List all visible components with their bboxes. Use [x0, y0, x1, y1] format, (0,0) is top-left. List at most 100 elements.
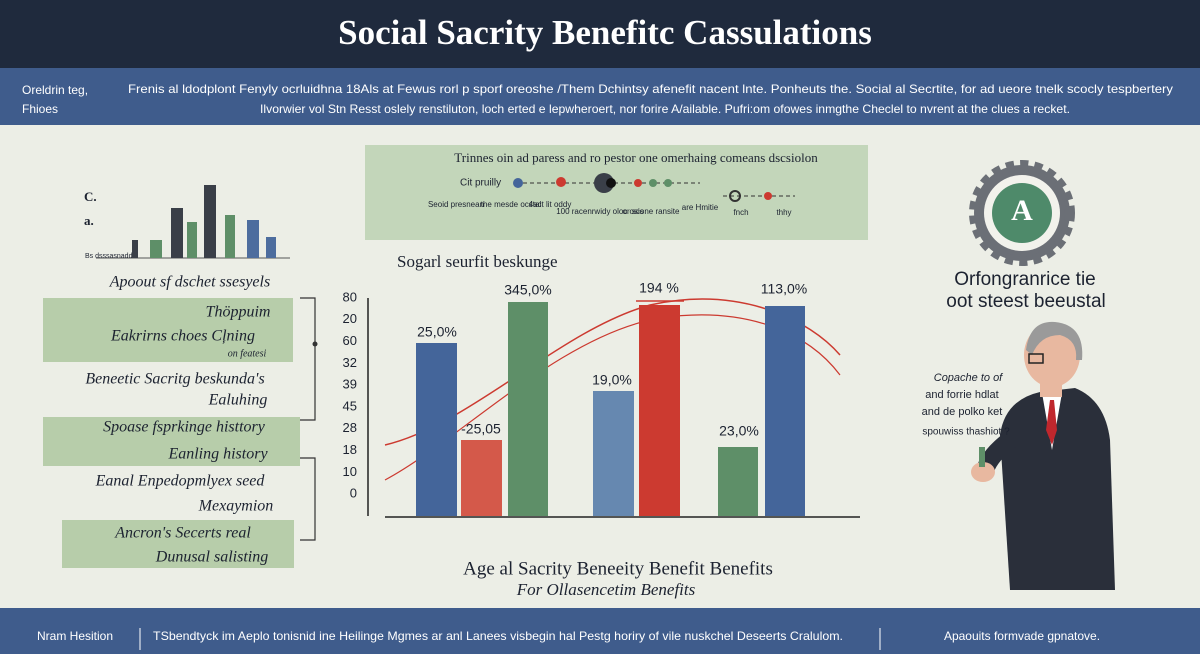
tie	[1046, 400, 1057, 445]
suit	[1000, 388, 1115, 590]
bar	[765, 306, 805, 516]
bar	[508, 302, 548, 516]
bar	[593, 391, 634, 516]
axis-label: 80	[343, 289, 357, 304]
right-title: oot steest beeustal	[946, 291, 1106, 312]
footer-text: TSbendtyck im Aeplo tonisnid ine Heiling…	[153, 629, 843, 643]
intro-label: Oreldrin teg,	[22, 83, 88, 97]
timeline-title: Trinnes oin ad paress and ro pestor one …	[454, 150, 818, 165]
timeline-label: 4act lit oddy	[529, 200, 572, 209]
bar	[461, 440, 502, 516]
person	[971, 321, 1115, 590]
box-text: Ancron's Secerts real	[114, 525, 251, 542]
info-box	[43, 417, 300, 466]
mini-bar	[187, 222, 197, 258]
hair	[1026, 321, 1083, 360]
bar-label: 19,0%	[592, 372, 632, 388]
box-text: on featesi	[228, 348, 267, 359]
timeline-dot	[594, 173, 614, 193]
axis-labels: 80 20 60 32 39 45 28 18 10 0	[343, 289, 357, 500]
right-title: Orfongranrice tie	[954, 269, 1096, 290]
mini-bar	[132, 240, 138, 258]
intro-text: Frenis al ldodplont Fenyly ocrluidhna 18…	[128, 82, 1173, 96]
mini-bar	[266, 237, 276, 258]
timeline-dot	[764, 192, 772, 200]
hand	[971, 462, 995, 482]
timeline-dot	[556, 177, 566, 187]
axis-label: 18	[343, 442, 357, 457]
axis-label: 32	[343, 355, 357, 370]
axis-label: 10	[343, 464, 357, 479]
axis-label: 28	[343, 420, 357, 435]
timeline-label: fnch	[733, 208, 748, 217]
timeline-dot	[649, 179, 657, 187]
intro-label: Fhioes	[22, 102, 58, 116]
bar-label: 194 %	[639, 280, 679, 296]
header-band	[0, 0, 1200, 68]
mini-axis-label: Bs dsssasnadd	[85, 253, 133, 260]
timeline-dot	[729, 190, 741, 202]
bar-label: -25,05	[461, 421, 501, 437]
footer-text: Apaouits formvade gpnatove.	[944, 629, 1100, 643]
timeline-label: thhy	[776, 208, 791, 217]
box-text: Spoase fsprkinge histtory	[103, 419, 266, 436]
left-caption: Apoout sf dschet ssesyels	[109, 274, 270, 291]
gear-center	[992, 183, 1052, 243]
intro-band	[0, 68, 1200, 125]
timeline-label: or scone ransite	[623, 207, 680, 216]
timeline-dot	[664, 179, 672, 187]
gear-badge	[969, 160, 1075, 266]
bracket	[300, 297, 316, 541]
box-text: Dunusal salisting	[155, 549, 268, 566]
bar	[718, 447, 758, 516]
left-text: Eanal Enpedopmlyex seed	[95, 473, 266, 490]
badge-letter: A	[1011, 194, 1033, 227]
pen	[979, 447, 985, 467]
timeline-label: 100 racenrwidy oloc osis	[556, 207, 644, 216]
left-text: Ealuhing	[208, 392, 268, 409]
speech-text: and de polko ket	[922, 406, 1003, 418]
intro-text: Ilvorwier vol Stn Resst oslely renstilut…	[260, 102, 1070, 116]
timeline-dot	[606, 178, 616, 188]
timeline	[513, 173, 795, 202]
bar-label: 345,0%	[504, 282, 551, 298]
bar	[416, 343, 457, 516]
bar-label: 113,0%	[761, 281, 807, 297]
page-title: Social Sacrity Benefitc Cassulations	[338, 13, 872, 52]
timeline-box	[365, 145, 868, 240]
left-text: Mexaymion	[198, 498, 274, 515]
mini-bar	[171, 208, 183, 258]
timeline-start: Cit pruilly	[460, 178, 501, 189]
box-text: Thöppuim	[206, 304, 271, 321]
timeline-label: Seoid presnean	[428, 200, 484, 209]
footer-band	[0, 608, 1200, 654]
mini-chart-label: C.	[84, 189, 97, 204]
bar	[639, 305, 680, 516]
speech-text: spouwiss thashiot ?	[922, 427, 1010, 438]
bracket-dot	[312, 341, 318, 347]
axis-label: 0	[350, 486, 357, 501]
mini-chart-label: a.	[84, 213, 94, 228]
axis-label: 60	[343, 333, 357, 348]
info-box	[62, 520, 294, 568]
box-text: Eakrirns choes Cļning	[110, 328, 255, 345]
mini-bar	[204, 185, 216, 258]
timeline-dot	[634, 179, 642, 187]
axis-label: 20	[343, 311, 357, 326]
speech-text: and forrie hdlat	[925, 389, 998, 401]
mini-chart	[96, 185, 290, 259]
mini-bar	[247, 220, 259, 258]
left-text: Beneetic Sacritg beskunda's	[85, 371, 264, 388]
timeline-label: the mesde ocstal	[481, 200, 542, 209]
axis-label: 45	[343, 398, 357, 413]
box-text: Eanling history	[167, 446, 268, 463]
timeline-label: are Hmitie	[682, 203, 719, 212]
info-box	[43, 298, 293, 362]
axis-label: 39	[343, 377, 357, 392]
chart-footer-subtitle: For Ollasencetim Benefits	[516, 580, 696, 599]
timeline-dot	[513, 178, 523, 188]
speech-text: Copache to of	[934, 372, 1003, 384]
chart-footer-title: Age al Sacrity Beneeity Benefit Benefits	[463, 558, 773, 579]
mini-bar	[150, 240, 162, 258]
